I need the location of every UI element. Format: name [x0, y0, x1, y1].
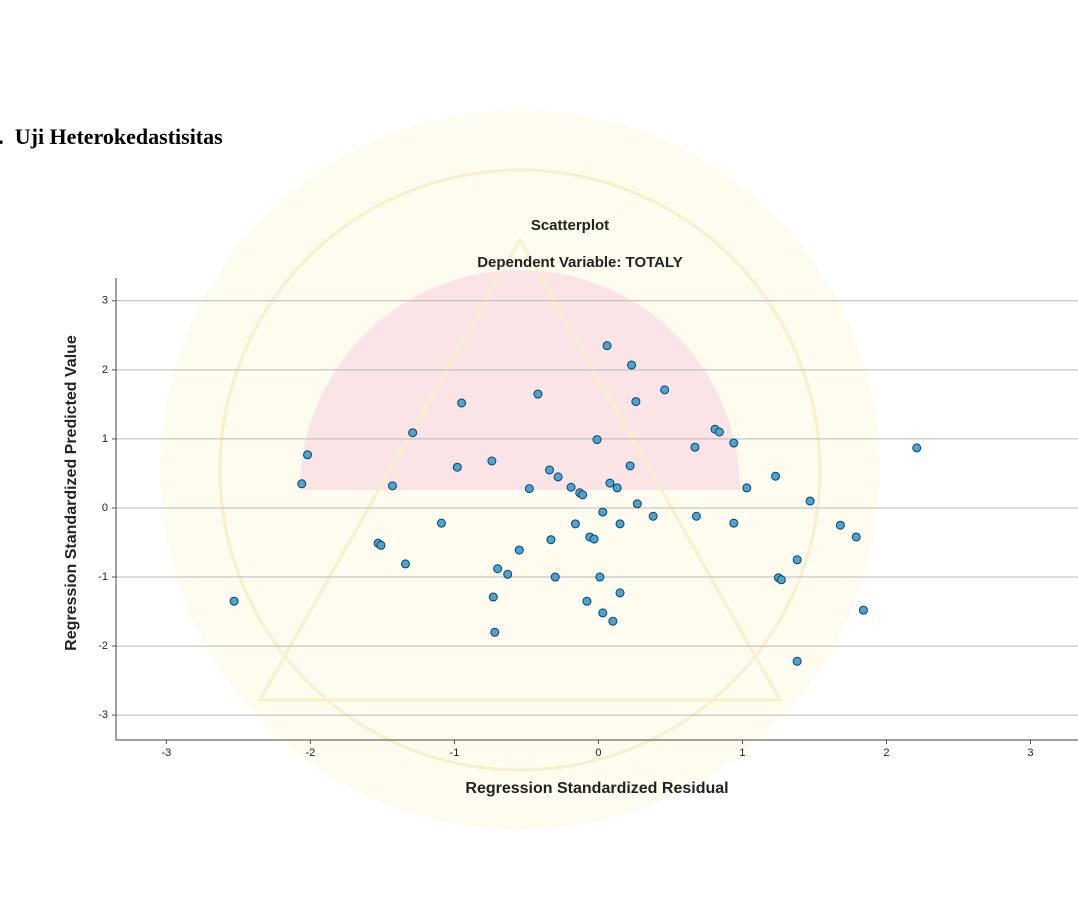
- point: [598, 507, 608, 517]
- x-tick-label: -2: [306, 747, 316, 759]
- point: [631, 397, 641, 407]
- point: [303, 450, 313, 460]
- point: [615, 588, 625, 598]
- point: [851, 532, 861, 542]
- point: [602, 341, 612, 351]
- point: [595, 572, 605, 582]
- point: [487, 456, 497, 466]
- point: [493, 564, 503, 574]
- point: [436, 518, 446, 528]
- point: [388, 481, 398, 491]
- point: [376, 540, 386, 550]
- point: [771, 471, 781, 481]
- point: [578, 490, 588, 500]
- point: [690, 442, 700, 452]
- point: [625, 461, 635, 471]
- point: [615, 519, 625, 529]
- point: [605, 478, 615, 488]
- x-tick-label: 1: [739, 747, 745, 759]
- point: [452, 462, 462, 472]
- point: [627, 360, 637, 370]
- point: [546, 535, 556, 545]
- y-tick-label: -1: [98, 571, 108, 583]
- point: [514, 545, 524, 555]
- point: [912, 443, 922, 453]
- point: [589, 534, 599, 544]
- point: [598, 608, 608, 618]
- point: [550, 572, 560, 582]
- point: [729, 438, 739, 448]
- point: [792, 555, 802, 565]
- chart-title: Scatterplot: [531, 217, 609, 234]
- y-tick-label: 0: [102, 502, 108, 514]
- heading: b. Uji Heterokedastisitas: [0, 124, 223, 149]
- y-tick-label: 1: [102, 433, 108, 445]
- point: [503, 569, 513, 579]
- point: [835, 520, 845, 530]
- point: [229, 596, 239, 606]
- point: [544, 465, 554, 475]
- x-tick-label: 2: [883, 747, 889, 759]
- x-tick-label: -3: [162, 747, 172, 759]
- point: [608, 616, 618, 626]
- point: [660, 385, 670, 395]
- point: [408, 428, 418, 438]
- x-tick-label: 3: [1027, 747, 1033, 759]
- point: [805, 496, 815, 506]
- point: [490, 627, 500, 637]
- point: [533, 389, 543, 399]
- x-axis-label: Regression Standardized Residual: [465, 780, 728, 797]
- y-tick-label: 2: [102, 364, 108, 376]
- point: [714, 427, 724, 437]
- point: [742, 483, 752, 493]
- point: [729, 518, 739, 528]
- point: [566, 482, 576, 492]
- y-tick-label: -3: [98, 709, 108, 721]
- point: [582, 596, 592, 606]
- point: [297, 479, 307, 489]
- point: [553, 472, 563, 482]
- point: [524, 484, 534, 494]
- point: [612, 483, 622, 493]
- point: [592, 435, 602, 445]
- point: [570, 519, 580, 529]
- y-axis-label: Regression Standardized Predicted Value: [63, 335, 80, 651]
- y-tick-label: -2: [98, 640, 108, 652]
- point: [400, 559, 410, 569]
- chart-subtitle: Dependent Variable: TOTALY: [477, 254, 683, 271]
- point: [776, 575, 786, 585]
- point: [858, 605, 868, 615]
- x-tick-label: -1: [450, 747, 460, 759]
- point: [632, 499, 642, 509]
- y-tick-label: 3: [102, 295, 108, 307]
- point: [792, 656, 802, 666]
- point: [648, 511, 658, 521]
- point: [488, 592, 498, 602]
- x-tick-label: 0: [595, 747, 601, 759]
- point: [457, 398, 467, 408]
- point: [691, 511, 701, 521]
